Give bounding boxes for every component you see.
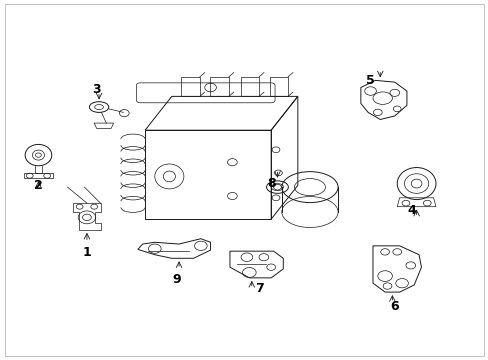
- Text: 8: 8: [266, 177, 275, 190]
- Text: 2: 2: [34, 179, 43, 192]
- Text: 7: 7: [254, 282, 263, 295]
- Text: 6: 6: [390, 300, 398, 313]
- Text: 3: 3: [92, 83, 101, 96]
- Text: 9: 9: [172, 273, 181, 286]
- Text: 4: 4: [407, 204, 415, 217]
- Text: 1: 1: [82, 247, 91, 260]
- Text: 5: 5: [366, 74, 374, 87]
